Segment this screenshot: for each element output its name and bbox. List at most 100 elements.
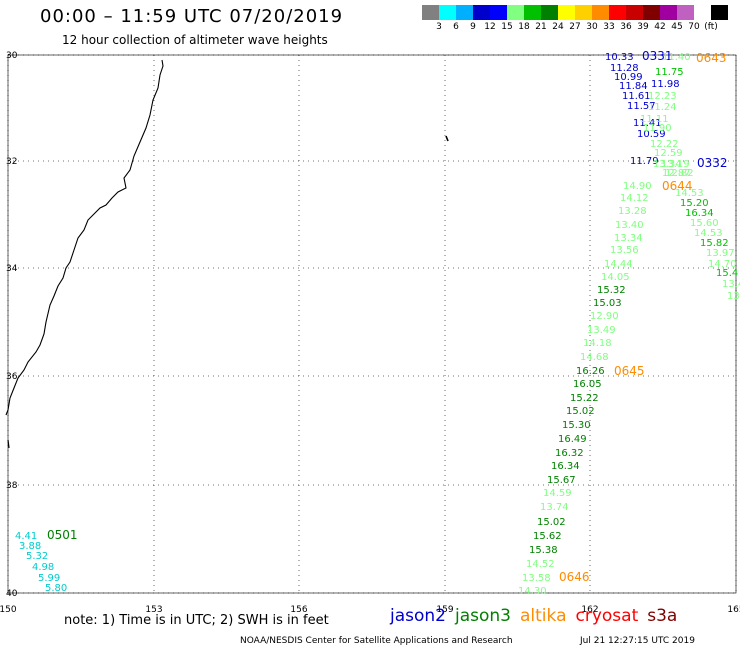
color-swatch bbox=[490, 5, 507, 20]
jason3-swh-value: 13.40 bbox=[615, 220, 644, 231]
color-scale-label: 70 bbox=[688, 22, 700, 32]
satellite-legend-jason2: jason2 bbox=[390, 606, 446, 626]
jason3-swh-value: 14.44 bbox=[604, 259, 633, 270]
jason2-swh-value: 11.57 bbox=[627, 101, 656, 112]
jason3-swh-value: 16.34 bbox=[685, 208, 714, 219]
satellite-legend-s3a: s3a bbox=[647, 606, 678, 626]
footer-credit: NOAA/NESDIS Center for Satellite Applica… bbox=[240, 636, 513, 646]
jason3-swh-value: 11.75 bbox=[655, 67, 684, 78]
jason3-swh-value: 14.59 bbox=[543, 488, 572, 499]
color-scale-label: 27 bbox=[569, 22, 581, 32]
jason3-swh-value: 14.30 bbox=[518, 586, 547, 597]
jason3-swh-value: 14.53 bbox=[694, 228, 723, 239]
jason2-time-label: 0331 bbox=[642, 49, 673, 63]
jason3-swh-value: 15.62 bbox=[533, 531, 562, 542]
jason3-swh-value: 15.82 bbox=[700, 238, 729, 249]
jason2-swh-value: 11.28 bbox=[610, 63, 639, 74]
map-grid bbox=[7, 54, 737, 594]
satellite-legend: jason2 jason3 altika cryosat s3a bbox=[390, 606, 686, 626]
jason3-swh-value: 13.4 bbox=[722, 279, 740, 290]
color-scale-label: 6 bbox=[453, 22, 459, 32]
color-scale-label: 30 bbox=[586, 22, 598, 32]
coastline-island bbox=[7, 439, 10, 449]
map-title: 00:00 – 11:59 UTC 07/20/2019 bbox=[40, 6, 344, 27]
color-scale-label: 15 bbox=[501, 22, 513, 32]
footer-timestamp: Jul 21 12:27:15 UTC 2019 bbox=[580, 636, 695, 646]
jason3-swh-value: 15.4 bbox=[716, 268, 738, 279]
jason3-swh-value: 15.67 bbox=[547, 475, 576, 486]
pass-time-label: 0501 bbox=[47, 528, 78, 542]
jason2-swh-value: 11.84 bbox=[619, 81, 648, 92]
lat-tick-label: 40 bbox=[6, 589, 18, 599]
jason3-swh-value: 13. bbox=[727, 291, 740, 302]
altika-time-label: 0643 bbox=[696, 51, 727, 65]
color-scale-bar bbox=[422, 5, 728, 20]
color-scale-label: 18 bbox=[518, 22, 530, 32]
jason3-swh-value: 16.32 bbox=[555, 448, 584, 459]
altika-time-label: 0646 bbox=[559, 570, 590, 584]
jason3-swh-value: 14.70 bbox=[708, 259, 737, 270]
altika-time-label: 0644 bbox=[662, 179, 693, 193]
jason2-time-label: 0332 bbox=[697, 156, 728, 170]
color-swatch bbox=[507, 5, 524, 20]
jason3-swh-value: 13.74 bbox=[540, 502, 569, 513]
jason3-swh-value: 13.34 bbox=[614, 233, 643, 244]
jason3-swh-value: 12.82 bbox=[665, 168, 694, 179]
swh-value: 5.32 bbox=[26, 551, 48, 562]
color-scale-label: 39 bbox=[637, 22, 649, 32]
color-swatch bbox=[541, 5, 558, 20]
jason3-swh-value: 15.60 bbox=[690, 218, 719, 229]
jason3-swh-value: 15.22 bbox=[570, 393, 599, 404]
coastline bbox=[5, 59, 164, 416]
jason3-swh-value: 14.18 bbox=[583, 338, 612, 349]
color-swatch bbox=[422, 5, 439, 20]
lon-tick-label: 162 bbox=[581, 605, 598, 615]
jason3-swh-value: 12.87 bbox=[662, 168, 691, 179]
color-swatch bbox=[694, 5, 711, 20]
map-subtitle: 12 hour collection of altimeter wave hei… bbox=[62, 33, 328, 47]
color-swatch bbox=[524, 5, 541, 20]
jason3-swh-value: 13.19 bbox=[661, 159, 690, 170]
jason3-swh-value: 13.49 bbox=[587, 325, 616, 336]
jason2-swh-value: 10.99 bbox=[614, 72, 643, 83]
altika-time-label: 0645 bbox=[614, 364, 645, 378]
color-swatch bbox=[660, 5, 677, 20]
jason3-swh-value: 11.98 bbox=[651, 79, 680, 90]
satellite-legend-altika: altika bbox=[520, 606, 567, 626]
jason3-swh-value: 13.56 bbox=[610, 245, 639, 256]
jason3-swh-value: 15.20 bbox=[680, 198, 709, 209]
jason3-swh-value: 15.38 bbox=[529, 545, 558, 556]
jason2-swh-value: 10.33 bbox=[605, 52, 634, 63]
color-swatch bbox=[439, 5, 456, 20]
color-swatch bbox=[558, 5, 575, 20]
jason3-swh-value: 13.58 bbox=[522, 573, 551, 584]
color-swatch bbox=[609, 5, 626, 20]
lat-tick-label: 34 bbox=[6, 264, 18, 274]
jason3-swh-value: 13.28 bbox=[618, 206, 647, 217]
jason3-swh-value: 16.05 bbox=[573, 379, 602, 390]
lon-tick-label: 150 bbox=[0, 605, 17, 615]
color-swatch bbox=[592, 5, 609, 20]
color-scale-label: 33 bbox=[603, 22, 615, 32]
jason3-swh-value: 13.97 bbox=[706, 248, 735, 259]
jason3-swh-value: 14.12 bbox=[620, 193, 649, 204]
lat-tick-label: 38 bbox=[6, 481, 18, 491]
jason2-swh-value: 11.61 bbox=[622, 91, 651, 102]
note-text: note: 1) Time is in UTC; 2) SWH is in fe… bbox=[64, 613, 329, 628]
lon-tick-label: 159 bbox=[436, 605, 453, 615]
jason3-swh-value: 11.24 bbox=[648, 102, 677, 113]
lon-tick-label: 165 bbox=[727, 605, 740, 615]
swh-value: 5.99 bbox=[38, 573, 60, 584]
jason3-swh-value: 14.90 bbox=[623, 181, 652, 192]
jason3-swh-value: 12.90 bbox=[590, 311, 619, 322]
jason2-swh-value: 11.41 bbox=[633, 118, 662, 129]
jason3-swh-value: 14.68 bbox=[580, 352, 609, 363]
color-swatch bbox=[643, 5, 660, 20]
swh-value: 4.41 bbox=[15, 531, 37, 542]
jason3-swh-value: 15.03 bbox=[593, 298, 622, 309]
color-swatch bbox=[456, 5, 473, 20]
jason3-swh-value: 12.22 bbox=[650, 139, 679, 150]
jason3-swh-value: 11.40 bbox=[662, 52, 691, 63]
jason2-swh-value: 10.59 bbox=[637, 129, 666, 140]
